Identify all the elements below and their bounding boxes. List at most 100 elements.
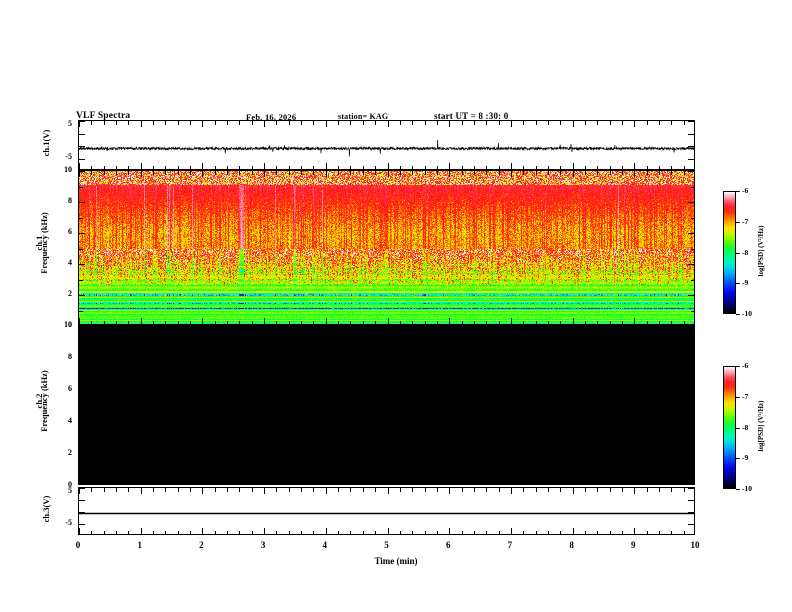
x-tick-label: 9	[631, 540, 636, 550]
x-tick	[103, 171, 105, 175]
y-tick-label: 4	[68, 416, 72, 425]
x-tick	[128, 530, 130, 534]
ch3-wave-ytick-5: 5	[68, 486, 72, 495]
x-tick	[140, 326, 142, 332]
x-tick	[239, 480, 241, 484]
x-tick	[412, 488, 414, 492]
colorbar-tick	[736, 427, 740, 429]
ch3-waveform-trace	[79, 512, 694, 515]
x-tick	[227, 165, 229, 169]
x-tick	[190, 480, 192, 484]
x-tick	[313, 320, 315, 324]
x-tick	[79, 121, 80, 127]
x-tick	[658, 171, 660, 175]
x-tick	[362, 171, 364, 175]
x-tick	[634, 163, 636, 169]
x-tick	[461, 326, 463, 330]
y-tick	[688, 264, 694, 265]
x-tick	[609, 326, 611, 330]
x-tick	[375, 171, 377, 175]
x-tick	[338, 121, 340, 125]
y-tick	[79, 422, 85, 423]
x-tick	[560, 488, 562, 492]
x-tick	[202, 326, 204, 332]
x-tick	[128, 121, 130, 125]
x-tick	[424, 320, 426, 324]
x-tick	[535, 171, 537, 175]
x-tick	[128, 326, 130, 330]
x-tick	[646, 488, 648, 492]
x-tick	[264, 528, 266, 534]
colorbar-tick-label: -8	[742, 422, 749, 432]
x-tick	[510, 488, 512, 494]
x-tick	[251, 165, 253, 169]
x-tick	[449, 528, 451, 534]
x-tick	[177, 326, 179, 330]
x-tick	[338, 326, 340, 330]
y-tick	[688, 454, 694, 455]
x-tick	[658, 320, 660, 324]
y-tick-label: 4	[68, 258, 72, 267]
ch1-waveform-panel	[78, 120, 695, 170]
x-tick	[227, 326, 229, 330]
x-tick	[387, 478, 389, 484]
x-tick	[597, 326, 599, 330]
colorbar-tick-label: -6	[742, 186, 749, 195]
x-tick	[288, 121, 290, 125]
x-tick	[572, 326, 574, 332]
x-tick	[461, 530, 463, 534]
y-tick	[688, 146, 694, 147]
x-tick	[375, 480, 377, 484]
x-tick	[609, 320, 611, 324]
x-tick	[251, 326, 253, 330]
ch3-wave-ytick-m5: -5	[65, 518, 72, 527]
y-tick	[79, 470, 83, 471]
y-tick	[688, 512, 694, 513]
x-tick	[658, 480, 660, 484]
x-tick-label: 3	[260, 540, 266, 550]
x-tick	[313, 171, 315, 175]
x-tick	[165, 165, 167, 169]
x-tick	[671, 320, 673, 324]
x-tick	[227, 480, 229, 484]
x-tick	[276, 121, 278, 125]
y-tick-label: 10	[64, 165, 72, 174]
x-tick	[560, 320, 562, 324]
x-tick	[214, 171, 216, 175]
x-tick	[387, 121, 389, 127]
x-tick	[535, 480, 537, 484]
x-tick	[338, 165, 340, 169]
x-tick	[683, 326, 685, 330]
x-tick-label: 8	[569, 540, 574, 550]
x-tick	[449, 121, 451, 127]
x-tick	[560, 121, 562, 125]
x-tick	[375, 488, 377, 492]
x-tick	[560, 171, 562, 175]
x-tick	[153, 320, 155, 324]
colorbar-tick-label: -9	[742, 278, 749, 288]
x-tick	[634, 121, 636, 127]
y-tick	[79, 133, 85, 135]
x-tick	[560, 530, 562, 534]
x-tick	[399, 480, 401, 484]
x-tick	[239, 121, 241, 125]
ch2-spectrogram-image	[79, 326, 694, 484]
x-tick	[153, 530, 155, 534]
x-tick	[140, 171, 142, 177]
x-tick	[658, 121, 660, 125]
x-tick	[103, 320, 105, 324]
x-tick	[227, 121, 229, 125]
y-tick	[79, 438, 83, 439]
x-tick	[264, 326, 266, 332]
x-tick	[473, 480, 475, 484]
x-tick	[510, 171, 512, 177]
y-tick	[79, 310, 83, 312]
x-tick	[535, 320, 537, 324]
x-tick	[473, 121, 475, 125]
colorbar-tick	[736, 489, 740, 490]
y-tick	[79, 390, 85, 391]
x-tick	[399, 488, 401, 492]
x-tick	[461, 121, 463, 125]
y-tick	[79, 279, 83, 281]
y-tick	[79, 524, 85, 525]
